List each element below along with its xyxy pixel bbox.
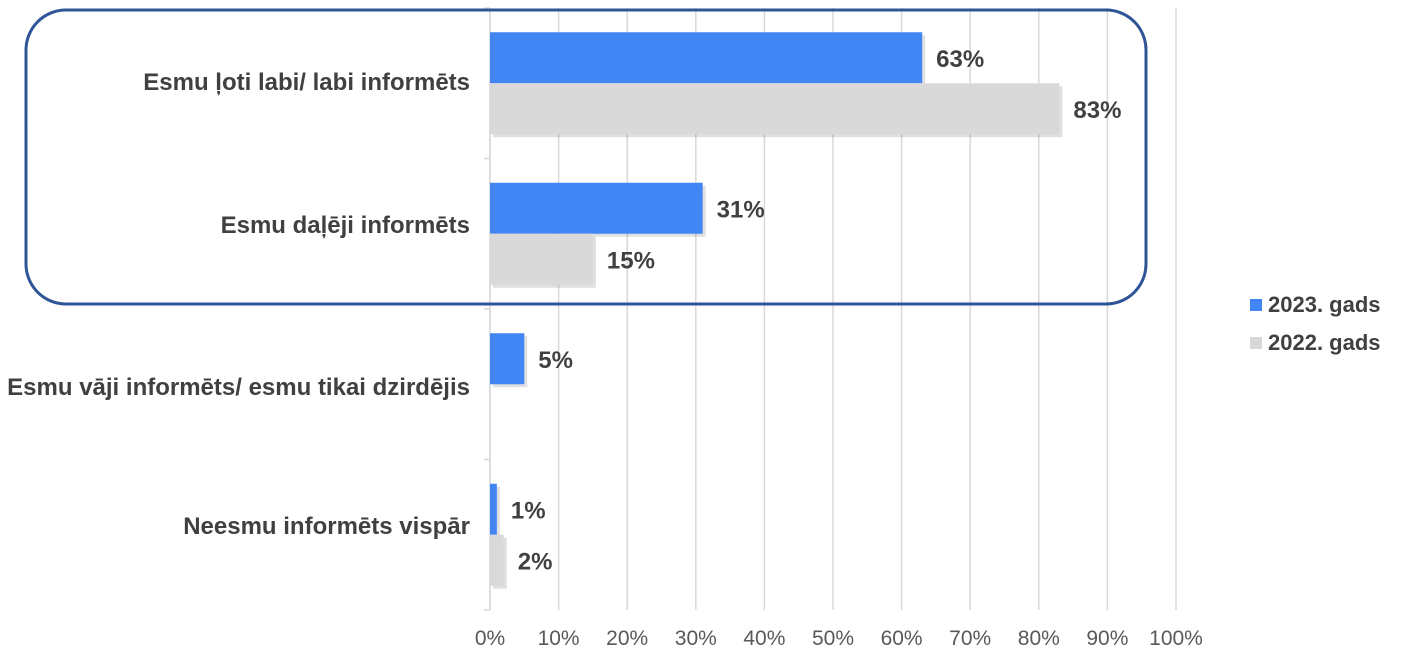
data-label: 83% bbox=[1073, 97, 1121, 124]
data-label: 15% bbox=[607, 247, 655, 274]
bar-2022 bbox=[490, 534, 504, 586]
data-label: 31% bbox=[717, 196, 765, 223]
data-label: 1% bbox=[511, 497, 546, 524]
data-label: 63% bbox=[936, 46, 984, 73]
data-label: 5% bbox=[538, 347, 573, 374]
x-tick-label: 20% bbox=[606, 627, 648, 650]
x-tick-label: 70% bbox=[949, 627, 991, 650]
x-tick-label: 60% bbox=[881, 627, 923, 650]
category-label: Esmu vāji informēts/ esmu tikai dzirdēji… bbox=[7, 374, 470, 402]
bar-2023 bbox=[490, 32, 923, 84]
bar-2023 bbox=[490, 483, 497, 535]
bar-2023 bbox=[490, 333, 525, 385]
bar-2022 bbox=[490, 233, 593, 285]
x-tick-label: 30% bbox=[675, 627, 717, 650]
x-tick-label: 50% bbox=[812, 627, 854, 650]
x-tick-label: 80% bbox=[1018, 627, 1060, 650]
category-label: Esmu ļoti labi/ labi informēts bbox=[143, 69, 470, 97]
category-label: Neesmu informēts vispār bbox=[183, 512, 470, 540]
legend-swatch-2023 bbox=[1250, 299, 1262, 311]
bar-2023 bbox=[490, 182, 703, 234]
x-tick-label: 0% bbox=[475, 627, 505, 650]
x-tick-label: 40% bbox=[743, 627, 785, 650]
legend: 2023. gads 2022. gads bbox=[1250, 286, 1381, 362]
bar-2022 bbox=[490, 83, 1060, 135]
x-tick-label: 90% bbox=[1086, 627, 1128, 650]
legend-item-2022: 2022. gads bbox=[1250, 324, 1381, 362]
data-label: 2% bbox=[518, 548, 553, 575]
legend-item-2023: 2023. gads bbox=[1250, 286, 1381, 324]
x-tick-label: 100% bbox=[1149, 627, 1203, 650]
category-label: Esmu daļēji informēts bbox=[220, 211, 470, 239]
legend-swatch-2022 bbox=[1250, 337, 1262, 349]
x-tick-label: 10% bbox=[538, 627, 580, 650]
legend-label-2022: 2022. gads bbox=[1268, 330, 1381, 355]
highlight-frame bbox=[24, 8, 1148, 306]
legend-label-2023: 2023. gads bbox=[1268, 292, 1381, 317]
